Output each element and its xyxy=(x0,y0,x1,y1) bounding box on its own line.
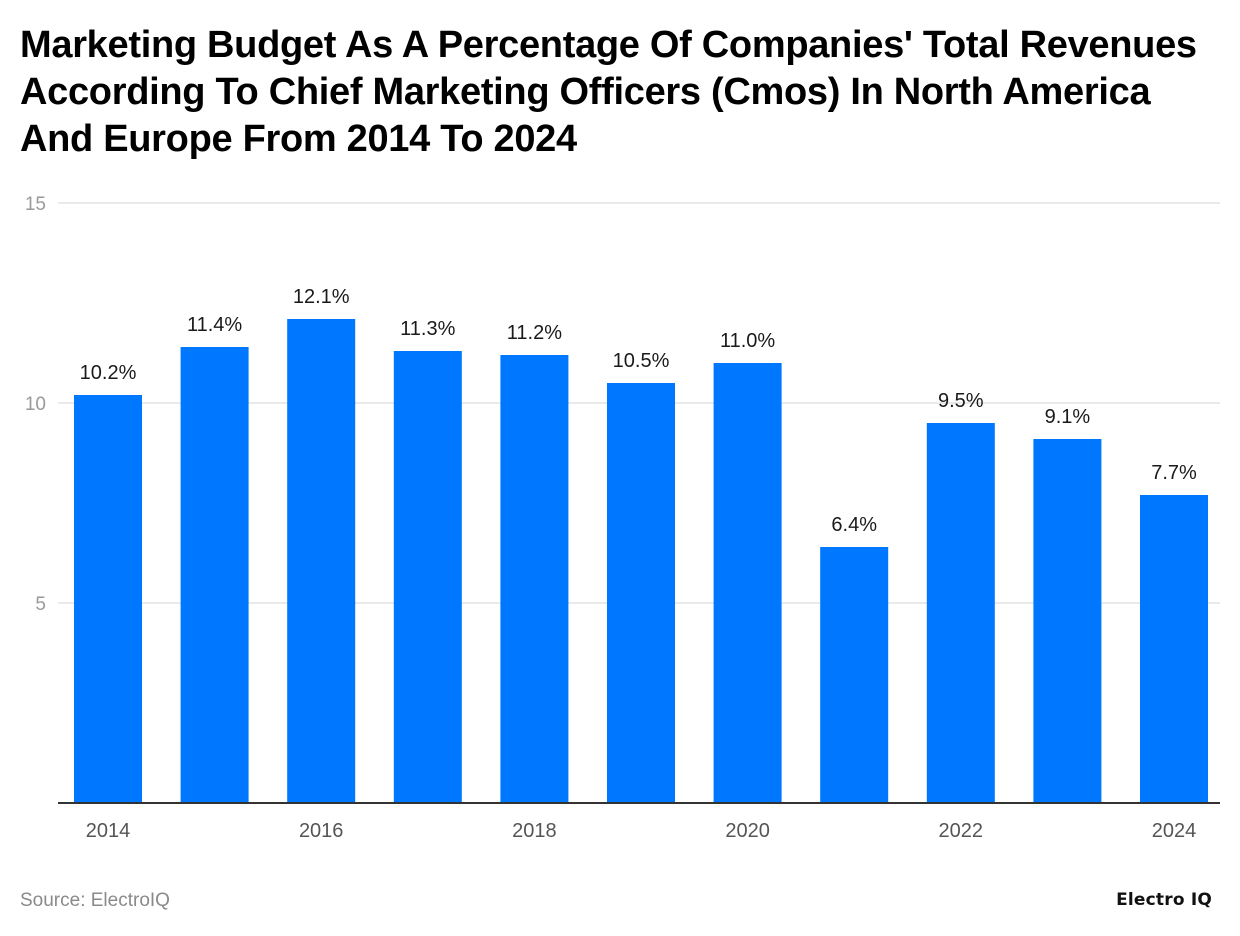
bar-2016 xyxy=(287,319,356,803)
bar-2018 xyxy=(500,355,569,803)
y-axis-ticks: 5 10 15 xyxy=(25,194,46,615)
chart-title: Marketing Budget As A Percentage Of Comp… xyxy=(20,24,1197,160)
x-axis-ticks: 2014 2016 2018 2020 2022 2024 xyxy=(86,820,1197,842)
bar-2017 xyxy=(393,351,462,803)
data-label-2019: 10.5% xyxy=(613,350,670,372)
x-tick-label-2016: 2016 xyxy=(299,820,344,842)
data-label-2016: 12.1% xyxy=(293,286,350,308)
data-label-2024: 7.7% xyxy=(1151,462,1197,484)
y-tick-label-5: 5 xyxy=(35,594,46,615)
bars xyxy=(74,319,1208,803)
bar-2021 xyxy=(820,547,889,803)
data-label-2015: 11.4% xyxy=(187,314,242,336)
y-tick-label-10: 10 xyxy=(25,394,46,415)
y-tick-label-15: 15 xyxy=(25,194,46,215)
data-label-2021: 6.4% xyxy=(831,514,877,536)
data-label-2018: 11.2% xyxy=(507,322,562,344)
bar-2022 xyxy=(926,423,995,803)
bar-2019 xyxy=(607,383,675,803)
source-note: Source: ElectroIQ xyxy=(20,890,170,911)
bar-2023 xyxy=(1033,439,1102,803)
brand-logo: Electro IQ xyxy=(1116,890,1212,910)
x-tick-label-2022: 2022 xyxy=(939,820,984,842)
x-tick-label-2020: 2020 xyxy=(725,820,770,842)
data-label-2020: 11.0% xyxy=(720,330,775,352)
bar-2020 xyxy=(713,363,782,803)
bar-2015 xyxy=(180,347,249,803)
x-tick-label-2024: 2024 xyxy=(1152,820,1197,842)
bar-2014 xyxy=(74,395,142,803)
bar-2024 xyxy=(1140,495,1208,803)
data-labels: 10.2% 11.4% 12.1% 11.3% 11.2% 10.5% 11.0% 6.4% 9… xyxy=(80,286,1197,536)
data-label-2014: 10.2% xyxy=(80,362,137,384)
data-label-2017: 11.3% xyxy=(400,318,455,340)
data-label-2023: 9.1% xyxy=(1045,406,1091,428)
bar-chart: 5 10 15 10.2% 11.4% 12.1% 11.3% 11.2% 10.5% 11.0… xyxy=(25,194,1220,842)
data-label-2022: 9.5% xyxy=(938,390,984,412)
x-tick-label-2018: 2018 xyxy=(512,820,557,842)
x-tick-label-2014: 2014 xyxy=(86,820,131,842)
